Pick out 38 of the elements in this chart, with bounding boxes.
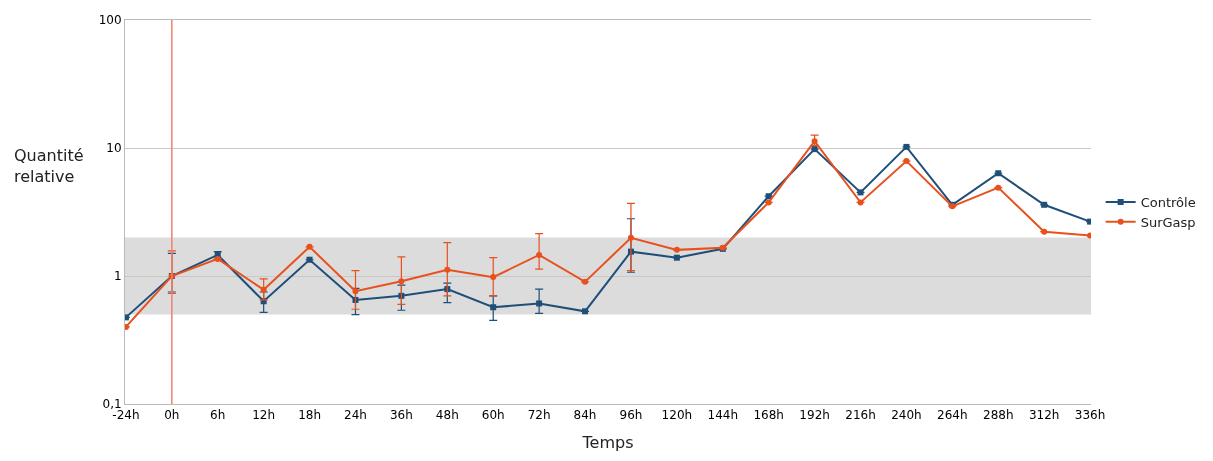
x-tick-label: 12h bbox=[252, 408, 276, 423]
x-tick-label: 84h bbox=[573, 408, 597, 423]
x-tick-label: 312h bbox=[1028, 408, 1060, 423]
point bbox=[811, 138, 818, 145]
x-tick-label: 192h bbox=[799, 408, 830, 423]
x-axis-title: Temps bbox=[581, 433, 634, 453]
x-tick-label: 0h bbox=[164, 408, 180, 423]
x-tick-label: 60h bbox=[481, 408, 505, 423]
y-tick-label: 1 bbox=[113, 269, 122, 284]
x-tick-label: 336h bbox=[1074, 408, 1106, 423]
x-tick-label: 96h bbox=[619, 408, 643, 423]
point bbox=[536, 251, 543, 258]
point bbox=[352, 288, 359, 295]
legend-label: SurGasp bbox=[1140, 214, 1196, 230]
point bbox=[536, 300, 543, 307]
x-tick-label: 168h bbox=[753, 408, 784, 423]
x-tick-label: 6h bbox=[210, 408, 226, 423]
x-tick-label: 36h bbox=[389, 408, 413, 423]
point bbox=[444, 266, 451, 273]
x-tick-label: 288h bbox=[983, 408, 1014, 423]
x-tick-label: 72h bbox=[527, 408, 551, 423]
y-axis-title: Quantité relative bbox=[14, 146, 84, 186]
point bbox=[398, 278, 405, 285]
point bbox=[627, 234, 634, 241]
point bbox=[260, 286, 267, 293]
y-tick-label: 100 bbox=[98, 13, 122, 28]
x-tick-label: 240h bbox=[891, 408, 922, 423]
x-tick-label: 24h bbox=[344, 408, 367, 423]
legend-label: Contrôle bbox=[1140, 195, 1196, 211]
x-tick-label: 144h bbox=[707, 408, 739, 423]
y-tick-label: 10 bbox=[106, 141, 122, 156]
x-tick-label: 216h bbox=[845, 408, 876, 423]
point bbox=[490, 274, 497, 281]
x-tick-label: 48h bbox=[435, 408, 459, 423]
x-tick-label: 18h bbox=[298, 408, 322, 423]
x-tick-label: 264h bbox=[937, 408, 968, 423]
point bbox=[490, 304, 497, 311]
x-tick-label: 120h bbox=[661, 408, 693, 423]
